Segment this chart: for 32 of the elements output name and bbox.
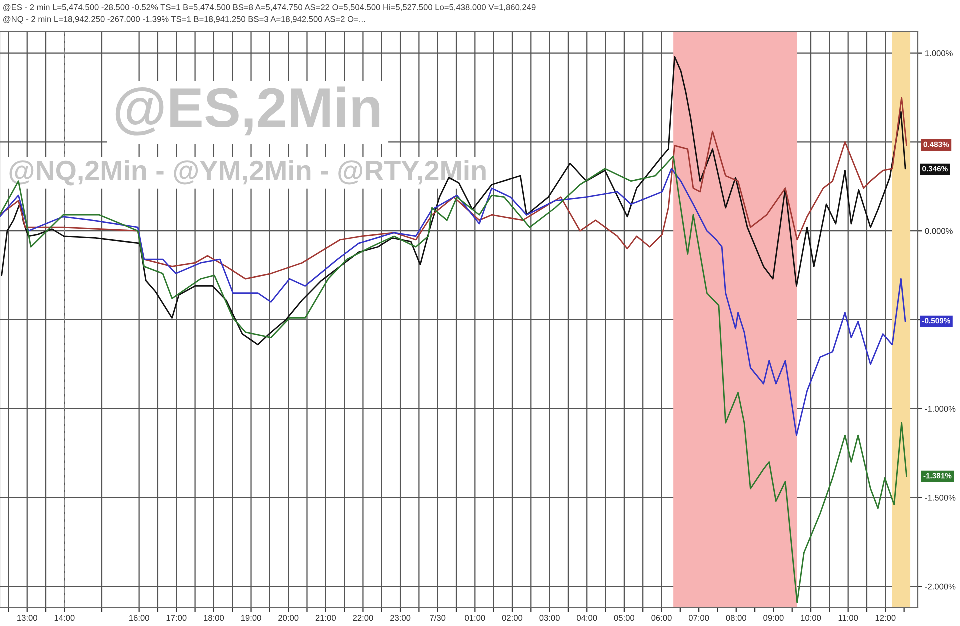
y-tick-label: 1.000% [926,50,953,56]
text: @NQ - 2 min L=18,942.250 -267.000 -1.39% TS=1 B=18,941.250 BS=3 A=18,942.500 AS=2 O=... [4,16,366,24]
x-tick-label: 10:00 [801,615,822,622]
x-tick-label: 19:00 [241,615,262,622]
x-tick-label: 01:00 [465,615,486,622]
x-tick-label: 09:00 [764,615,784,622]
x-tick-label: 18:00 [204,615,224,622]
x-tick-label: 05:00 [614,615,635,622]
text: @NQ,2Min - @YM,2Min - @RTY,2Min [10,160,486,186]
x-tick-label: 13:00 [18,615,38,622]
x-tick-label: 23:00 [390,615,411,622]
x-tick-label: 07:00 [688,615,710,622]
x-tick-label: 11:00 [838,615,858,622]
x-tick-label: 22:00 [353,615,374,622]
x-tick-label: 03:00 [540,615,560,622]
text: @ES,2Min [116,86,380,136]
x-tick-label: 04:00 [577,615,598,622]
x-tick-label: 17:00 [166,615,187,622]
x-tick-label: 20:00 [278,615,299,622]
x-tick-label: 08:00 [726,615,746,622]
text: @ES - 2 min L=5,474.500 -28.500 -0.52% TS=1 B=5,474.500 BS=8 A=5,474.750 AS=22 O=5,504.500 Hi=5,527.500 Lo=5,438.000 V=1,860,249 [4,4,536,12]
y-tick-label: -2.000% [925,584,956,590]
x-tick-label: 06:00 [652,615,672,622]
y-tick-label: -1.000% [925,406,956,412]
y-tick-label: -1.500% [925,494,956,501]
x-tick-label: 21:00 [316,615,336,622]
y-tick-label: 0.000% [925,228,953,234]
x-tick-label: 16:00 [130,615,150,622]
x-tick-label: 7/30 [430,614,446,622]
x-tick-label: 14:00 [54,615,75,622]
x-tick-label: 02:00 [502,615,523,622]
x-tick-label: 12:00 [876,615,896,622]
